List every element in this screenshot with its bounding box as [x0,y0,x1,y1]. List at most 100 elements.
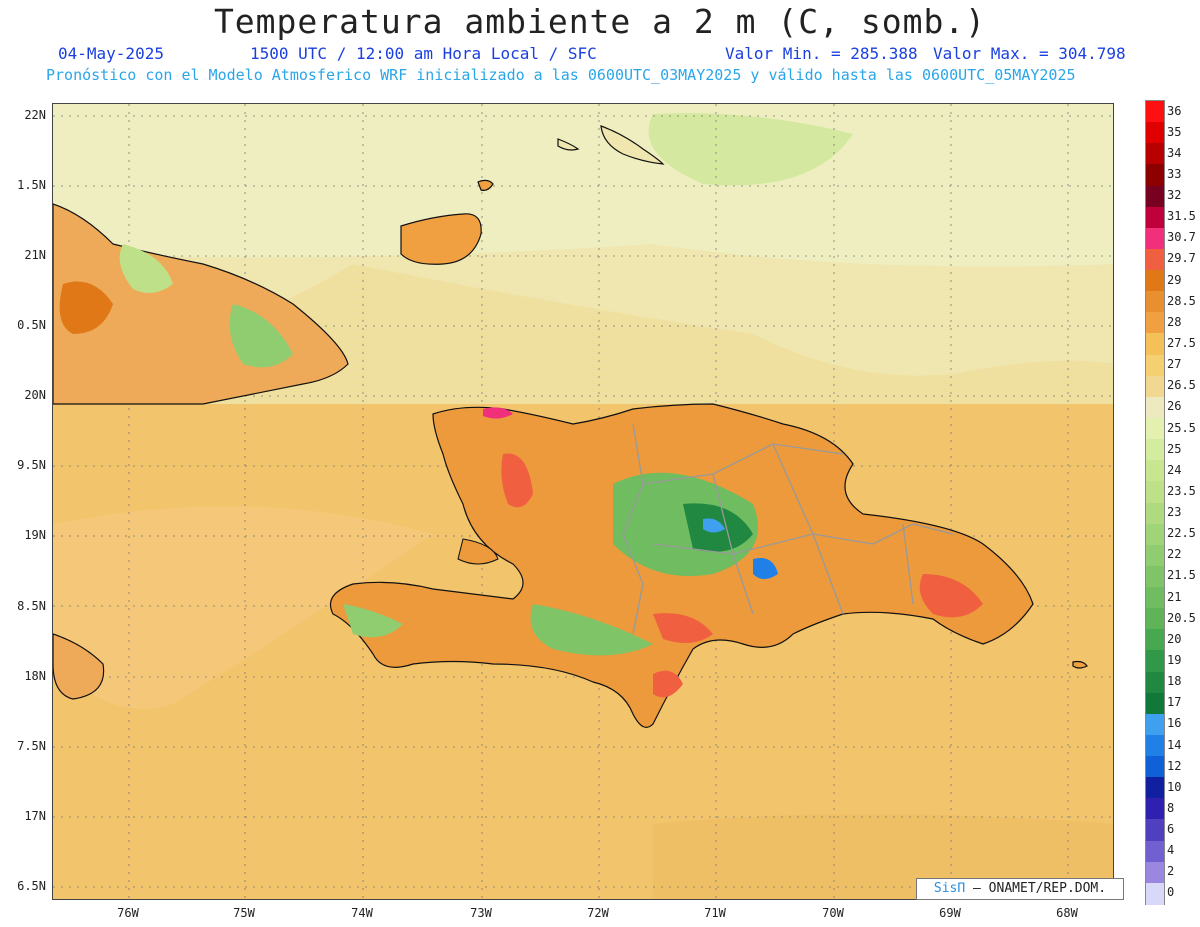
colorbar-segment [1146,375,1164,398]
colorbar-label: 23 [1167,505,1182,520]
colorbar-label: 31.5 [1167,209,1196,224]
colorbar-label: 20 [1167,631,1182,646]
colorbar-segment [1146,629,1164,652]
colorbar [1145,100,1165,905]
colorbar-segment [1146,587,1164,610]
colorbar-segment [1146,734,1164,757]
colorbar-segment [1146,861,1164,884]
colorbar-label: 17 [1167,695,1182,710]
temperature-map [52,103,1114,900]
colorbar-label: 27.5 [1167,336,1196,350]
colorbar-segment [1146,502,1164,525]
credit-box: SisΠ – ONAMET/REP.DOM. [916,878,1124,900]
lat-label: 6.5N [17,879,46,893]
colorbar-label: 33 [1167,166,1182,181]
northern-islands [400,125,1088,669]
map-title: Temperatura ambiente a 2 m (C, somb.) [213,2,987,41]
colorbar-segment [1146,227,1164,250]
colorbar-segment [1146,460,1164,483]
lat-label: 22N [24,108,46,122]
colorbar-label: 8 [1167,800,1175,815]
colorbar-segment [1146,396,1164,419]
cuba-landmass [53,203,349,405]
colorbar-label: 25.5 [1167,420,1196,435]
lon-label: 74W [351,906,373,920]
colorbar-segment [1146,164,1164,187]
lat-label: 20N [24,388,46,402]
lat-label: 19N [24,528,46,542]
colorbar-label: 34 [1167,145,1182,160]
colorbar-label: 29 [1167,272,1182,287]
lon-label: 73W [470,906,492,920]
lon-label: 70W [822,906,844,920]
colorbar-segment [1146,333,1164,356]
colorbar-segment [1146,312,1164,335]
colorbar-label: 2 [1167,864,1175,879]
colorbar-label: 22.5 [1167,526,1196,541]
colorbar-label: 27 [1167,357,1182,372]
colorbar-segment [1146,840,1164,863]
lat-label: 17N [24,809,46,823]
colorbar-label: 23.5 [1167,483,1196,498]
colorbar-segment [1146,692,1164,715]
model-info: Pronóstico con el Modelo Atmosferico WRF… [46,66,1076,84]
colorbar-segment [1146,143,1164,166]
colorbar-segment [1146,671,1164,694]
colorbar-segment [1146,185,1164,208]
colorbar-label: 32 [1167,188,1182,203]
colorbar-segment [1146,882,1164,905]
colorbar-segment [1146,354,1164,377]
colorbar-segment [1146,650,1164,673]
lat-label: 8.5N [17,599,46,613]
lon-label: 71W [704,906,726,920]
colorbar-label: 20.5 [1167,610,1196,625]
colorbar-label: 19 [1167,652,1182,667]
map-canvas [53,104,1113,899]
credit-text: – ONAMET/REP.DOM. [965,881,1107,896]
lon-label: 72W [587,906,609,920]
lat-label: 18N [24,669,46,683]
colorbar-segment [1146,608,1164,631]
colorbar-label: 21 [1167,589,1182,604]
min-value: Valor Min. = 285.388 [725,44,918,63]
colorbar-segment [1146,206,1164,229]
colorbar-label: 18 [1167,674,1182,689]
colorbar-label: 28.5 [1167,293,1196,308]
colorbar-label: 16 [1167,716,1182,731]
colorbar-segment [1146,819,1164,842]
lat-label: 9.5N [17,458,46,472]
colorbar-segment [1146,523,1164,546]
sis-logo-text: SisΠ [933,881,966,896]
colorbar-label: 4 [1167,843,1175,858]
max-value: Valor Max. = 304.798 [933,44,1126,63]
province-borders [622,423,954,635]
lat-label: 21N [24,248,46,262]
colorbar-segment [1146,291,1164,314]
lat-label: 0.5N [17,318,46,332]
colorbar-label: 36 [1167,103,1182,118]
colorbar-label: 29.7 [1167,251,1196,266]
colorbar-label: 26 [1167,399,1182,414]
colorbar-label: 22 [1167,547,1182,562]
jamaica-landmass [53,633,105,700]
lon-label: 75W [233,906,255,920]
colorbar-label: 35 [1167,124,1182,139]
forecast-date: 04-May-2025 [58,44,164,63]
colorbar-segment [1146,122,1164,145]
lat-label: 7.5N [17,739,46,753]
colorbar-segment [1146,270,1164,293]
hispaniola-landmass [329,403,1034,728]
colorbar-segment [1146,777,1164,800]
colorbar-segment [1146,565,1164,588]
colorbar-label: 26.5 [1167,378,1196,393]
lat-label: 1.5N [17,178,46,192]
colorbar-segment [1146,101,1164,123]
colorbar-label: 0 [1167,885,1175,900]
colorbar-label: 28 [1167,314,1182,329]
lon-label: 76W [117,906,139,920]
colorbar-segment [1146,248,1164,271]
colorbar-segment [1146,417,1164,440]
lon-label: 69W [939,906,961,920]
colorbar-segment [1146,544,1164,567]
colorbar-label: 30.7 [1167,230,1196,245]
